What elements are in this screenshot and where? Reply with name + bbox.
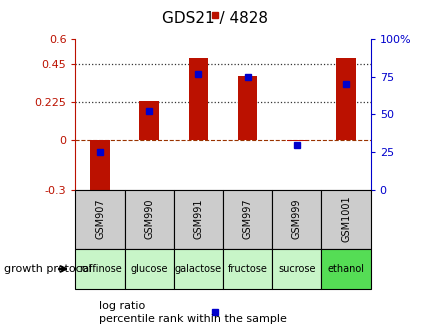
Bar (173, 249, 223, 289)
Text: glucose: glucose (130, 264, 168, 274)
Bar (272, 190, 321, 249)
Text: GSM997: GSM997 (242, 199, 252, 239)
Text: GSM991: GSM991 (193, 199, 203, 239)
Bar (75, 249, 124, 289)
Text: log ratio: log ratio (99, 301, 145, 311)
Bar (223, 249, 272, 289)
Bar (321, 190, 370, 249)
Bar (272, 249, 321, 289)
Bar (75, 190, 124, 249)
Bar (139, 101, 159, 140)
Bar (173, 190, 223, 249)
Bar (124, 190, 173, 249)
Bar (188, 58, 208, 140)
Bar (286, 140, 306, 141)
Bar (124, 249, 173, 289)
Text: GDS21 / 4828: GDS21 / 4828 (162, 11, 268, 26)
Bar (223, 190, 272, 249)
Text: fructose: fructose (227, 264, 267, 274)
Text: growth protocol: growth protocol (4, 264, 92, 274)
Bar (321, 249, 370, 289)
Bar (335, 58, 355, 140)
Text: galactose: galactose (175, 264, 221, 274)
Text: GSM907: GSM907 (95, 199, 105, 239)
Text: raffinose: raffinose (78, 264, 121, 274)
Text: GSM990: GSM990 (144, 199, 154, 239)
Text: GSM1001: GSM1001 (340, 196, 350, 242)
Text: sucrose: sucrose (277, 264, 315, 274)
Text: ethanol: ethanol (327, 264, 364, 274)
Bar (90, 140, 110, 193)
Text: GSM999: GSM999 (291, 199, 301, 239)
Text: percentile rank within the sample: percentile rank within the sample (99, 314, 286, 324)
Bar (237, 76, 257, 140)
